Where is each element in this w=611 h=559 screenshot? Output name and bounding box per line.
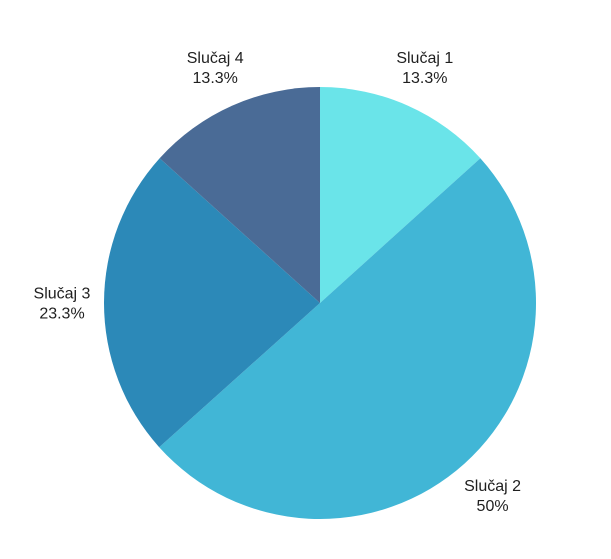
pie-slice-1	[320, 87, 481, 303]
labels-layer: Slučaj 1 13.3%Slučaj 2 50%Slučaj 3 23.3%Slu…	[34, 50, 522, 515]
slice-label-2: Slučaj 2 50%	[464, 478, 521, 515]
slice-value-4: 13.3%	[193, 70, 238, 87]
slice-name-2: Slučaj 2	[464, 478, 521, 495]
pie-slice-4	[159, 87, 320, 303]
slices-layer	[104, 87, 537, 520]
slice-value-2: 50%	[477, 498, 509, 515]
pie-slice-3	[104, 158, 320, 448]
slice-name-3: Slučaj 3	[34, 286, 91, 303]
slice-value-3: 23.3%	[39, 306, 84, 323]
slice-value-1: 13.3%	[402, 70, 447, 87]
slice-label-1: Slučaj 1 13.3%	[396, 50, 453, 87]
slice-label-4: Slučaj 4 13.3%	[187, 50, 244, 87]
pie-slice-2	[159, 158, 537, 520]
slice-name-1: Slučaj 1	[396, 50, 453, 67]
slice-label-3: Slučaj 3 23.3%	[34, 286, 91, 323]
slice-name-4: Slučaj 4	[187, 50, 244, 67]
